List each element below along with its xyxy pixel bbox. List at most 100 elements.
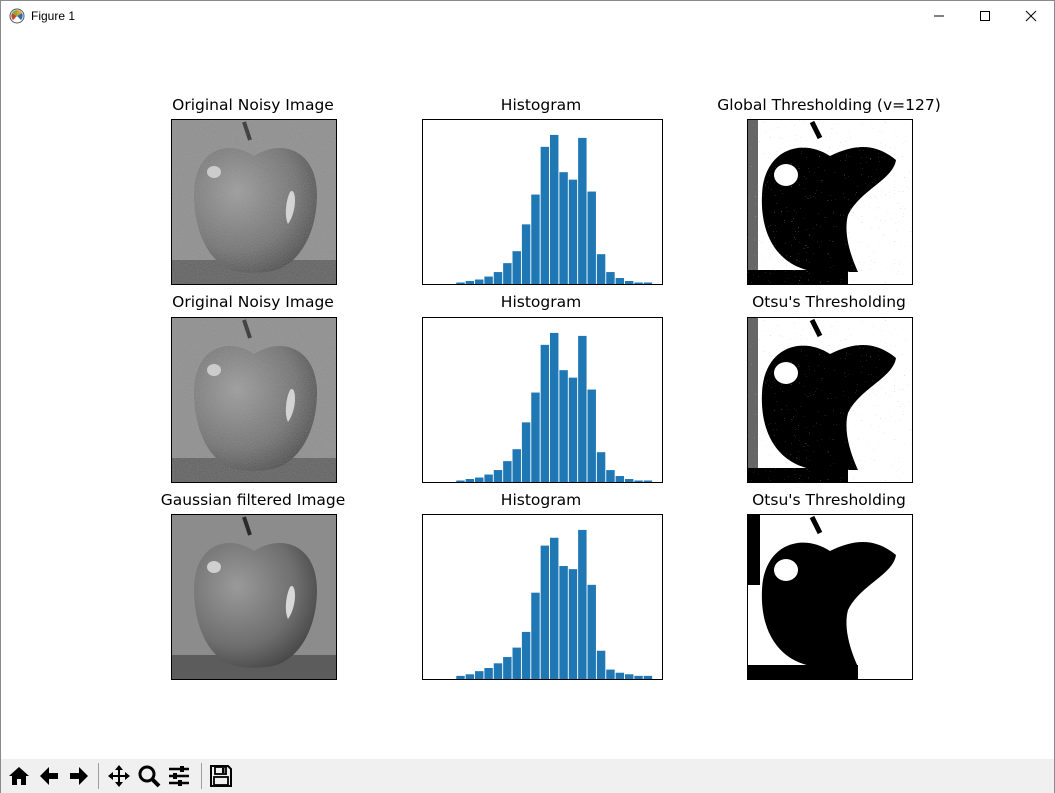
- figure-canvas[interactable]: Original Noisy Image: [1, 31, 1054, 759]
- configure-subplots-button[interactable]: [165, 762, 193, 790]
- histogram-bar: [540, 146, 550, 284]
- title-bar: Figure 1: [1, 1, 1054, 31]
- histogram-bar: [643, 480, 653, 482]
- histogram-bar: [521, 224, 531, 284]
- histogram-bar: [512, 647, 521, 679]
- histogram-bar: [465, 479, 475, 482]
- histogram-bar: [578, 137, 587, 284]
- zoom-button[interactable]: [135, 762, 163, 790]
- hist-title-3: Histogram: [500, 491, 582, 509]
- close-button[interactable]: [1008, 1, 1054, 31]
- global-threshold-image: [747, 119, 913, 285]
- home-icon: [9, 767, 29, 785]
- histogram-bar: [540, 344, 550, 482]
- histogram-bar: [493, 272, 503, 284]
- histogram-bar: [540, 545, 550, 679]
- histogram-bar: [587, 584, 596, 679]
- noisy-image-1: [171, 119, 337, 285]
- pan-button[interactable]: [105, 762, 133, 790]
- histogram-bar: [512, 449, 521, 482]
- histogram-bar: [578, 529, 587, 679]
- toolbar-separator: [201, 763, 202, 789]
- histogram-bar: [475, 671, 484, 679]
- histogram-bar: [521, 631, 531, 679]
- histogram-bar: [475, 477, 484, 482]
- histogram-bar: [475, 279, 484, 284]
- histogram-bar: [615, 672, 625, 679]
- hist-title-1: Histogram: [500, 96, 582, 114]
- histogram-bar: [465, 674, 475, 679]
- histogram-bar: [643, 675, 653, 679]
- histogram-bar: [615, 476, 625, 482]
- histogram-bar: [596, 452, 606, 482]
- close-icon: [1025, 10, 1037, 22]
- histogram-bar: [587, 389, 596, 482]
- pan-icon: [108, 765, 130, 787]
- histogram-bar: [550, 332, 559, 482]
- histogram-bar: [550, 134, 559, 284]
- histogram-bar: [456, 675, 465, 679]
- noisy-image-2: [171, 317, 337, 483]
- configure-subplots-icon: [169, 766, 189, 786]
- histogram-bar: [559, 370, 568, 482]
- histogram-bar: [624, 281, 634, 284]
- histogram-bar: [568, 569, 578, 679]
- histogram-bar: [521, 422, 531, 482]
- histogram-bar: [465, 281, 475, 284]
- histogram-bar: [643, 282, 653, 284]
- histogram-bar: [531, 194, 540, 284]
- histogram-bar: [503, 461, 512, 482]
- histogram-3: [422, 514, 663, 680]
- histogram-bar: [606, 272, 615, 284]
- histogram-bar: [531, 592, 540, 679]
- thresh-title-1: Global Thresholding (v=127): [717, 96, 941, 114]
- gaussian-filtered-image: [171, 514, 337, 680]
- histogram-bar: [568, 377, 578, 482]
- forward-icon: [70, 767, 88, 785]
- matplotlib-icon: [9, 8, 25, 24]
- toolbar-separator: [98, 763, 99, 789]
- histogram-bar: [587, 191, 596, 284]
- otsu-threshold-image-2: [747, 514, 913, 680]
- histogram-bar: [484, 668, 493, 679]
- histogram-bar: [531, 392, 540, 482]
- histogram-bar: [456, 480, 465, 482]
- thresh-title-2: Otsu's Thresholding: [752, 293, 906, 311]
- histogram-bar: [634, 480, 643, 482]
- maximize-icon: [980, 11, 990, 21]
- save-icon: [210, 765, 232, 787]
- histogram-bar: [503, 263, 512, 284]
- histogram-bar: [624, 674, 634, 679]
- histogram-bar: [503, 657, 512, 679]
- image-title-2: Original Noisy Image: [172, 293, 334, 311]
- histogram-bar: [606, 470, 615, 482]
- maximize-button[interactable]: [962, 1, 1008, 31]
- histogram-bar: [559, 172, 568, 284]
- thresh-title-3: Otsu's Thresholding: [752, 491, 906, 509]
- histogram-bar: [456, 282, 465, 284]
- otsu-threshold-image-1: [747, 317, 913, 483]
- save-button[interactable]: [207, 762, 235, 790]
- histogram-bar: [615, 278, 625, 284]
- hist-title-2: Histogram: [500, 293, 582, 311]
- histogram-bar: [493, 470, 503, 482]
- histogram-bar: [596, 254, 606, 284]
- histogram-bar: [559, 566, 568, 679]
- histogram-bar: [484, 276, 493, 284]
- histogram-bar: [596, 650, 606, 679]
- back-button[interactable]: [35, 762, 63, 790]
- minimize-button[interactable]: [916, 1, 962, 31]
- home-button[interactable]: [5, 762, 33, 790]
- image-title-1: Original Noisy Image: [172, 96, 334, 114]
- histogram-bar: [568, 179, 578, 284]
- histogram-bar: [634, 675, 643, 679]
- histogram-bar: [624, 479, 634, 482]
- navigation-toolbar: [1, 759, 1054, 793]
- minimize-icon: [934, 15, 944, 17]
- histogram-bar: [484, 474, 493, 482]
- zoom-icon: [138, 765, 161, 788]
- histogram-bar: [578, 335, 587, 482]
- forward-button[interactable]: [65, 762, 93, 790]
- histogram-bar: [606, 669, 615, 679]
